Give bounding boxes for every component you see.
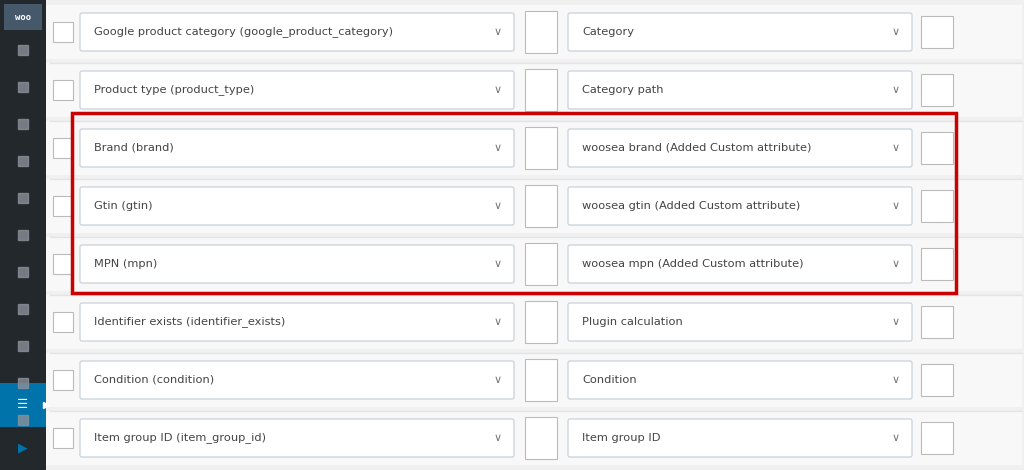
FancyBboxPatch shape (4, 4, 42, 30)
FancyBboxPatch shape (525, 301, 557, 343)
Bar (46, 353, 1022, 407)
FancyBboxPatch shape (568, 129, 912, 167)
Text: ∨: ∨ (892, 201, 900, 211)
Text: ∨: ∨ (892, 433, 900, 443)
Bar (46, 411, 1022, 465)
FancyBboxPatch shape (921, 16, 953, 48)
Text: Condition: Condition (582, 375, 637, 385)
FancyBboxPatch shape (80, 187, 514, 225)
FancyBboxPatch shape (525, 185, 557, 227)
FancyBboxPatch shape (53, 138, 73, 158)
FancyBboxPatch shape (921, 74, 953, 106)
FancyBboxPatch shape (53, 22, 73, 42)
Text: Item group ID (item_group_id): Item group ID (item_group_id) (94, 432, 266, 444)
Text: ∨: ∨ (494, 259, 502, 269)
Text: Plugin calculation: Plugin calculation (582, 317, 683, 327)
FancyBboxPatch shape (80, 129, 514, 167)
FancyBboxPatch shape (921, 422, 953, 454)
Text: ∨: ∨ (892, 375, 900, 385)
FancyBboxPatch shape (525, 417, 557, 459)
Text: ∨: ∨ (494, 317, 502, 327)
FancyBboxPatch shape (525, 359, 557, 401)
FancyBboxPatch shape (921, 364, 953, 396)
Text: woosea brand (Added Custom attribute): woosea brand (Added Custom attribute) (582, 143, 811, 153)
FancyBboxPatch shape (568, 71, 912, 109)
Text: ∨: ∨ (494, 433, 502, 443)
Text: Condition (condition): Condition (condition) (94, 375, 214, 385)
Text: woo: woo (15, 13, 31, 22)
FancyBboxPatch shape (568, 361, 912, 399)
FancyBboxPatch shape (525, 127, 557, 169)
Text: Identifier exists (identifier_exists): Identifier exists (identifier_exists) (94, 317, 286, 328)
Text: Product type (product_type): Product type (product_type) (94, 85, 254, 95)
FancyBboxPatch shape (80, 419, 514, 457)
Text: Brand (brand): Brand (brand) (94, 143, 174, 153)
Text: ∨: ∨ (494, 375, 502, 385)
FancyBboxPatch shape (921, 190, 953, 222)
FancyBboxPatch shape (525, 69, 557, 111)
Bar (46, 237, 1022, 291)
Bar (46, 295, 1022, 349)
Text: Item group ID: Item group ID (582, 433, 660, 443)
FancyBboxPatch shape (80, 245, 514, 283)
FancyBboxPatch shape (921, 132, 953, 164)
Text: Category: Category (582, 27, 634, 37)
FancyBboxPatch shape (568, 13, 912, 51)
FancyBboxPatch shape (921, 306, 953, 338)
Text: ∨: ∨ (892, 317, 900, 327)
FancyBboxPatch shape (568, 187, 912, 225)
Text: woosea mpn (Added Custom attribute): woosea mpn (Added Custom attribute) (582, 259, 804, 269)
Text: ∨: ∨ (892, 259, 900, 269)
Bar (0, 0, 46, 470)
Text: Category path: Category path (582, 85, 664, 95)
FancyBboxPatch shape (568, 419, 912, 457)
FancyBboxPatch shape (53, 428, 73, 448)
Text: ∨: ∨ (494, 27, 502, 37)
Text: ∨: ∨ (892, 143, 900, 153)
FancyBboxPatch shape (53, 312, 73, 332)
Text: ∨: ∨ (892, 27, 900, 37)
FancyBboxPatch shape (525, 11, 557, 53)
Text: ☰: ☰ (17, 399, 29, 412)
FancyBboxPatch shape (80, 71, 514, 109)
FancyBboxPatch shape (53, 80, 73, 100)
FancyBboxPatch shape (80, 361, 514, 399)
Bar (0, 383, 46, 427)
FancyBboxPatch shape (80, 13, 514, 51)
Text: woosea gtin (Added Custom attribute): woosea gtin (Added Custom attribute) (582, 201, 800, 211)
Text: ∨: ∨ (892, 85, 900, 95)
Bar (46, 179, 1022, 233)
FancyBboxPatch shape (80, 303, 514, 341)
Text: ∨: ∨ (494, 85, 502, 95)
FancyBboxPatch shape (525, 243, 557, 285)
Circle shape (9, 391, 37, 419)
Bar (46, 5, 1022, 59)
FancyBboxPatch shape (53, 254, 73, 274)
Text: MPN (mpn): MPN (mpn) (94, 259, 158, 269)
Text: ∨: ∨ (494, 201, 502, 211)
Bar (46, 121, 1022, 175)
Text: Gtin (gtin): Gtin (gtin) (94, 201, 153, 211)
FancyBboxPatch shape (568, 303, 912, 341)
Circle shape (9, 434, 37, 462)
Text: ∨: ∨ (494, 143, 502, 153)
Text: Google product category (google_product_category): Google product category (google_product_… (94, 26, 393, 38)
Text: ▶: ▶ (18, 441, 28, 454)
FancyBboxPatch shape (53, 370, 73, 390)
FancyBboxPatch shape (53, 196, 73, 216)
Bar (46, 63, 1022, 117)
FancyBboxPatch shape (921, 248, 953, 280)
FancyBboxPatch shape (568, 245, 912, 283)
